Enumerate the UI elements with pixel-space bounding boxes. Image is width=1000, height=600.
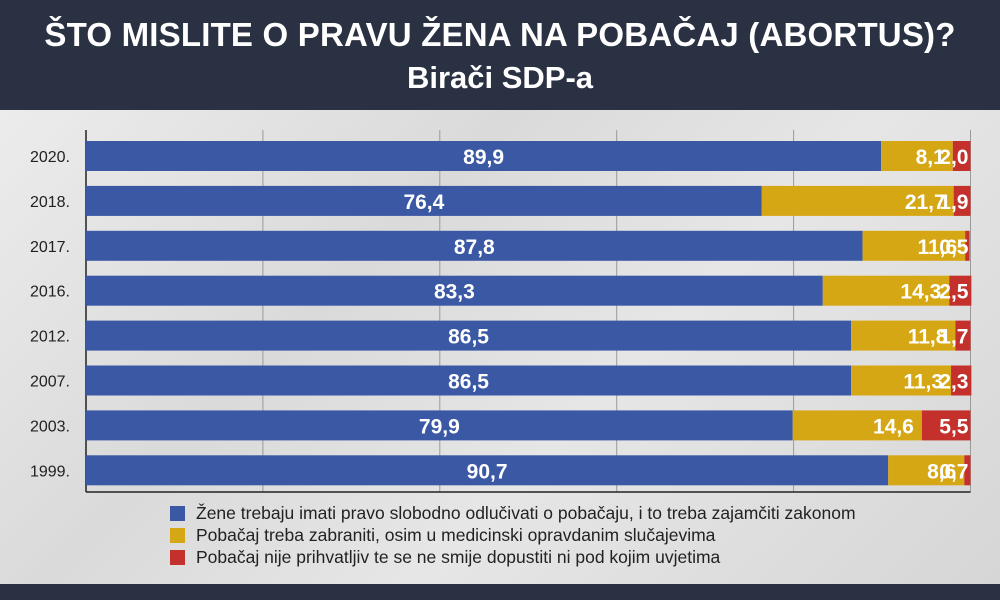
legend-item-series-3: Pobačaj nije prihvatljiv te se ne smije … [170,546,856,568]
legend-swatch-series-3 [170,550,185,565]
bar-segment-series-1 [86,275,823,306]
bar-segment-series-1 [86,365,852,396]
data-label: 14,6 [873,415,914,438]
bar-segment-series-3 [953,185,971,216]
legend-label-series-2: Pobačaj treba zabraniti, osim u medicins… [196,525,716,545]
bar-segment-series-2 [761,185,954,216]
data-label: 21,7 [905,191,946,214]
data-label: 86,5 [448,371,489,394]
category-label: 2012. [30,329,70,346]
data-label: 1,9 [939,191,968,214]
bar-segment-series-2 [851,365,952,396]
legend-label-series-1: Žene trebaju imati pravo slobodno odluči… [196,503,856,523]
chart-subtitle: Birači SDP-a [406,60,594,95]
data-label: 8,1 [916,146,946,169]
bar-segment-series-1 [86,141,882,171]
category-label: 2016. [30,284,70,301]
data-label: 79,9 [419,415,460,438]
data-label: 0,7 [939,460,968,483]
data-label: 0,5 [939,236,969,259]
category-label: 2020. [30,149,70,166]
data-label: 1,7 [939,326,968,349]
data-label: 87,8 [454,236,495,259]
bar-segment-series-3 [951,365,972,396]
footer-bar [0,584,1000,600]
data-label: 11,8 [908,326,948,349]
bar-segment-series-2 [881,141,953,171]
category-label: 1999. [30,463,70,480]
category-label: 2017. [30,239,70,256]
bar-segment-series-3 [949,275,972,306]
bar-segment-series-1 [86,455,889,486]
data-label: 89,9 [463,146,504,169]
data-label: 90,7 [467,460,508,483]
data-label: 2,3 [939,371,968,394]
data-label: 8,6 [927,460,956,483]
bar-segment-series-3 [955,320,971,351]
data-label: 2,0 [939,146,968,169]
legend-item-series-1: Žene trebaju imati pravo slobodno odluči… [170,502,856,524]
bar-segment-series-2 [851,320,956,351]
legend-swatch-series-2 [170,528,185,543]
data-label: 14,3 [900,281,941,304]
bar-segment-series-3 [965,230,970,261]
bar-segment-series-2 [862,230,966,261]
data-label: 86,5 [448,326,489,349]
legend-item-series-2: Pobačaj treba zabraniti, osim u medicins… [170,524,856,546]
legend-swatch-series-1 [170,506,185,521]
data-label: 2,5 [939,281,969,304]
bar-segment-series-3 [952,141,971,171]
data-label: 76,4 [403,191,444,214]
bar-segment-series-3 [964,455,971,486]
bar-segment-series-1 [86,410,793,441]
chart-header: ŠTO MISLITE O PRAVU ŽENA NA POBAČAJ (ABO… [0,0,1000,110]
chart-title: ŠTO MISLITE O PRAVU ŽENA NA POBAČAJ (ABO… [44,16,956,53]
bar-segment-series-2 [888,455,965,486]
bar-segment-series-2 [822,275,950,306]
bar-segment-series-3 [921,410,971,441]
category-label: 2007. [30,374,70,391]
bar-segment-series-1 [86,320,852,351]
bar-segment-series-1 [86,230,863,261]
data-label: 5,5 [939,415,969,438]
data-label: 11,3 [903,371,943,394]
legend-label-series-3: Pobačaj nije prihvatljiv te se ne smije … [196,547,721,567]
data-label: 83,3 [434,281,475,304]
bar-segment-series-1 [86,185,762,216]
category-label: 2003. [30,418,70,435]
data-label: 11,6 [917,236,957,259]
category-label: 2018. [30,194,70,211]
chart-legend: Žene trebaju imati pravo slobodno odluči… [170,502,856,568]
bar-segment-series-2 [792,410,922,441]
